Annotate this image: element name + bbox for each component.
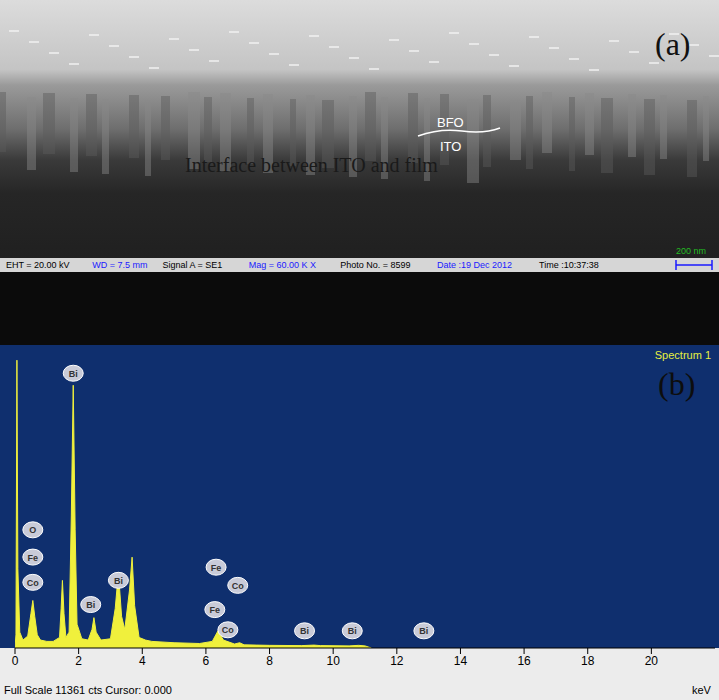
svg-text:Co: Co: [222, 625, 234, 635]
svg-text:2: 2: [75, 654, 82, 668]
svg-text:6: 6: [203, 654, 210, 668]
svg-text:Date :19 Dec 2012: Date :19 Dec 2012: [437, 260, 512, 270]
svg-text:16: 16: [517, 654, 531, 668]
html-text:Full Scale 11361 cts Cursor: 0: Full Scale 11361 cts Cursor: 0.000: [4, 684, 172, 696]
svg-text:14: 14: [454, 654, 468, 668]
svg-text:Co: Co: [27, 578, 39, 588]
svg-text:Photo No. = 8599: Photo No. = 8599: [340, 260, 410, 270]
svg-text:BFO: BFO: [437, 115, 464, 130]
svg-text:O: O: [29, 525, 36, 535]
svg-text:8: 8: [266, 654, 273, 668]
svg-text:(a): (a): [655, 26, 691, 62]
svg-text:Bi: Bi: [419, 626, 428, 636]
svg-text:200 nm: 200 nm: [676, 246, 706, 256]
svg-text:Bi: Bi: [69, 369, 78, 379]
svg-text:ITO: ITO: [440, 139, 461, 154]
svg-text:Bi: Bi: [86, 600, 95, 610]
svg-text:0: 0: [12, 654, 19, 668]
html-text:keV: keV: [692, 684, 711, 696]
html-text:(b): (b): [658, 366, 696, 402]
svg-text:Bi: Bi: [300, 626, 309, 636]
svg-text:18: 18: [581, 654, 595, 668]
svg-text:12: 12: [390, 654, 404, 668]
svg-text:Mag = 60.00 K X: Mag = 60.00 K X: [249, 260, 316, 270]
svg-text:Fe: Fe: [210, 605, 221, 615]
svg-text:20: 20: [645, 654, 659, 668]
svg-text:Fe: Fe: [211, 563, 222, 573]
svg-text:Bi: Bi: [348, 626, 357, 636]
svg-text:Signal A = SE1: Signal A = SE1: [163, 260, 223, 270]
svg-text:10: 10: [327, 654, 341, 668]
svg-text:EHT = 20.00 kV: EHT = 20.00 kV: [6, 260, 70, 270]
svg-text:Co: Co: [232, 581, 244, 591]
svg-text:Fe: Fe: [28, 553, 39, 563]
svg-text:WD = 7.5 mm: WD = 7.5 mm: [92, 260, 147, 270]
html-text:Spectrum 1: Spectrum 1: [654, 349, 711, 361]
svg-text:Interface between ITO and film: Interface between ITO and film: [185, 154, 438, 176]
svg-text:Bi: Bi: [114, 576, 123, 586]
svg-text:Time :10:37:38: Time :10:37:38: [539, 260, 599, 270]
svg-text:4: 4: [139, 654, 146, 668]
